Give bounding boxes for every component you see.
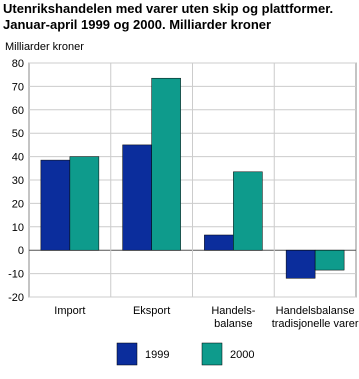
- y-tick-label: 50: [12, 128, 24, 140]
- legend-swatch: [201, 342, 223, 366]
- x-tick-label: Handels-balanse: [211, 305, 255, 330]
- chart-subtitle: Januar-april 1999 og 2000. Milliarder kr…: [3, 17, 271, 32]
- y-tick-label: 20: [12, 198, 24, 210]
- x-tick-label: Eksport: [133, 305, 170, 317]
- y-tick-label: 10: [12, 222, 24, 234]
- bar: [233, 171, 263, 251]
- y-tick-label: -20: [8, 292, 24, 304]
- bar: [122, 144, 152, 251]
- bar: [69, 156, 100, 251]
- y-tick-label: 30: [12, 175, 24, 187]
- y-axis-label: Milliarder kroner: [5, 41, 84, 53]
- y-tick-label: 80: [12, 58, 24, 70]
- chart-title: Utenrikshandelen med varer uten skip og …: [3, 1, 333, 16]
- legend-label: 2000: [230, 349, 254, 361]
- y-tick-label: 0: [18, 245, 24, 257]
- y-tick-label: 40: [12, 152, 24, 164]
- bar: [204, 234, 234, 251]
- bar: [285, 249, 316, 279]
- x-tick-label: Handelsbalanse tradisjonelle varer: [272, 305, 359, 330]
- bar: [314, 249, 345, 271]
- legend-swatch: [116, 342, 138, 366]
- y-tick-label: 70: [12, 81, 24, 93]
- x-tick-label: Import: [54, 305, 85, 317]
- bar: [151, 77, 181, 251]
- bar: [40, 159, 71, 251]
- y-tick-label: 60: [12, 105, 24, 117]
- legend-label: 1999: [145, 349, 169, 361]
- y-tick-label: -10: [8, 269, 24, 281]
